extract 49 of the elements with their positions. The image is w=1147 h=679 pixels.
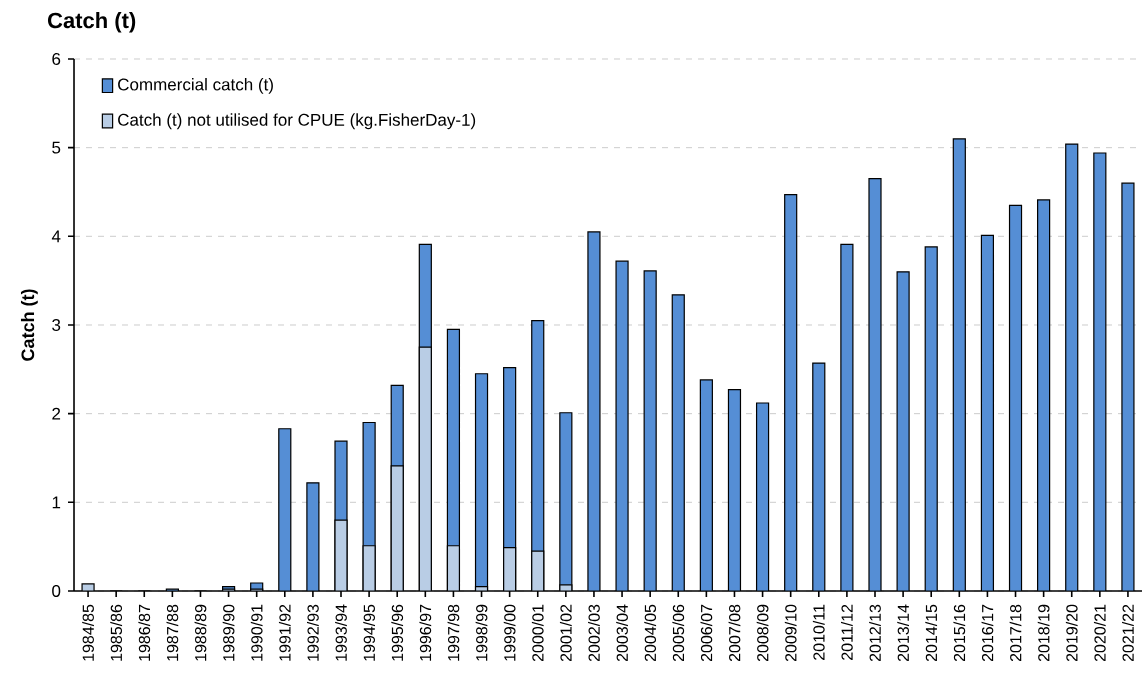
x-tick-label: 2015/16 (953, 604, 966, 662)
x-tick-label: 1990/91 (250, 604, 263, 661)
x-tick-label: 2006/07 (700, 604, 713, 662)
x-tick-label: 1988/89 (194, 604, 207, 661)
x-tick-label: 1989/90 (222, 604, 235, 661)
x-tick-label: 2005/06 (672, 604, 685, 662)
x-tick-label: 2019/20 (1065, 604, 1078, 662)
x-tick-label: 1985/86 (110, 604, 123, 661)
y-tick-label: 1 (52, 496, 61, 509)
x-tick-label: 2001/02 (559, 604, 572, 662)
x-tick-label: 2014/15 (925, 604, 938, 662)
x-tick-label: 1992/93 (307, 604, 319, 661)
x-tick-label: 2017/18 (1009, 604, 1022, 662)
x-tick-label: 2012/13 (869, 604, 881, 662)
x-tick-label: 2002/03 (588, 604, 600, 662)
x-tick-label: 2020/21 (1093, 604, 1106, 662)
x-tick-label: 2008/09 (756, 604, 769, 662)
x-tick-label: 1986/87 (138, 604, 151, 661)
x-tick-label: 1994/95 (363, 604, 375, 661)
x-tick-label: 1998/99 (475, 604, 488, 661)
legend-label: Commercial catch (t) (118, 78, 273, 94)
y-tick-label: 5 (52, 141, 61, 154)
x-tick-label: 2003/04 (616, 604, 628, 662)
x-tick-label: 1991/92 (278, 604, 291, 661)
x-tick-label: 1997/98 (447, 604, 460, 661)
x-tick-label: 2007/08 (728, 604, 741, 662)
x-tick-label: 2016/17 (981, 604, 994, 662)
chart-title: Catch (t) (47, 12, 136, 33)
x-tick-label: 1996/97 (419, 604, 432, 661)
x-tick-label: 2009/10 (784, 604, 797, 662)
x-tick-label: 1984/85 (82, 604, 94, 661)
x-tick-label: 2004/05 (644, 604, 657, 662)
x-tick-label: 2021/22 (1122, 604, 1134, 662)
y-tick-label: 2 (52, 407, 61, 420)
y-tick-label: 6 (52, 52, 61, 65)
x-tick-label: 2013/14 (897, 604, 909, 662)
x-tick-label: 2018/19 (1037, 604, 1050, 662)
x-tick-label: 1993/94 (335, 604, 347, 661)
x-tick-label: 1995/96 (391, 604, 404, 661)
legend-label: Catch (t) not utilised for CPUE (kg.FisherDay-1) (118, 113, 476, 130)
x-tick-label: 2011/12 (841, 604, 853, 660)
y-tick-label: 0 (52, 584, 61, 597)
y-tick-label: 3 (52, 318, 61, 331)
x-tick-label: 1987/88 (166, 604, 179, 661)
x-tick-label: 2000/01 (531, 604, 544, 662)
y-axis-title: Catch (t) (20, 289, 38, 361)
x-tick-label: 2010/11 (812, 604, 825, 660)
y-tick-label: 4 (51, 230, 61, 243)
x-tick-label: 1999/00 (503, 604, 516, 661)
